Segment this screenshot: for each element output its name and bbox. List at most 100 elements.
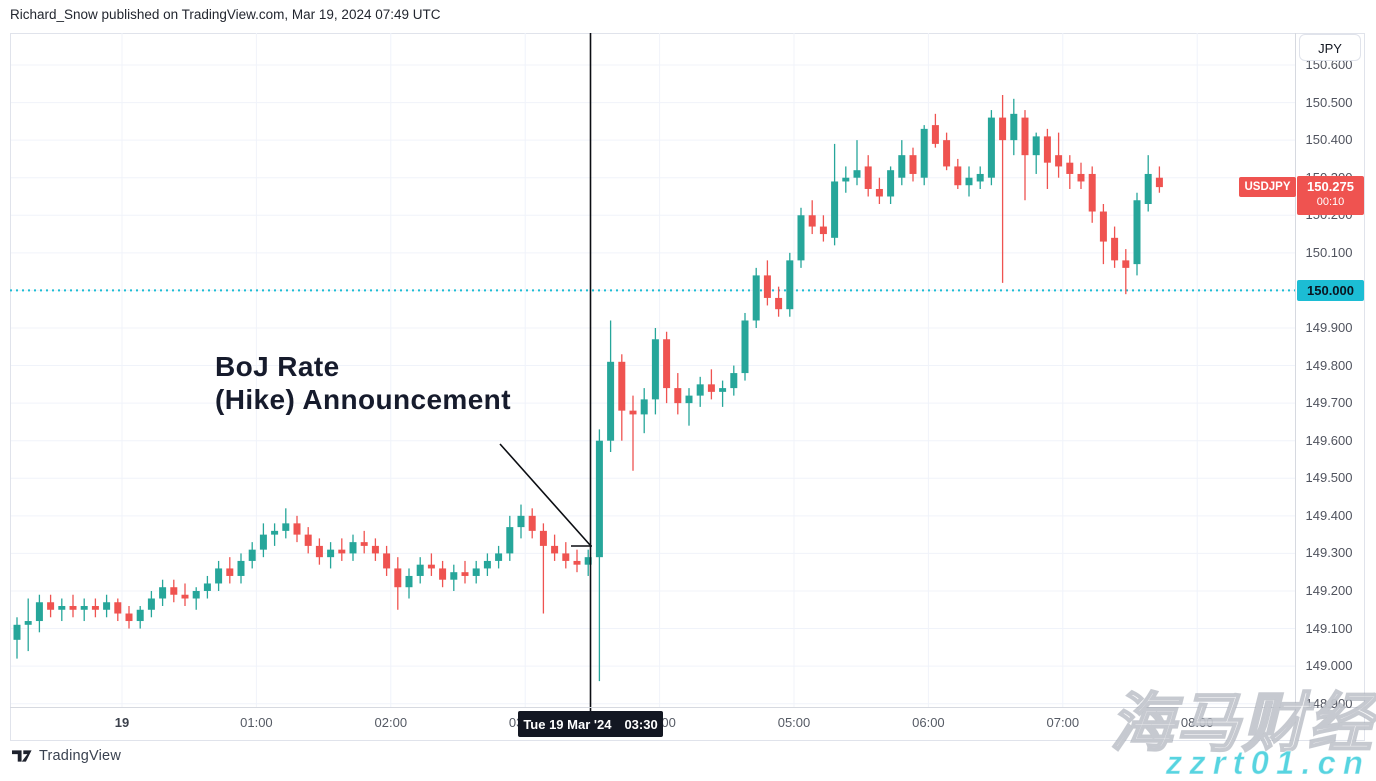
tradingview-logo-icon — [12, 750, 32, 762]
candlestick — [685, 395, 693, 404]
price-axis-label: 149.800 — [1305, 357, 1353, 373]
candlestick — [1133, 200, 1141, 265]
candlestick — [898, 155, 906, 178]
candlestick — [1043, 136, 1051, 163]
candlestick — [775, 297, 783, 310]
candlestick — [13, 624, 21, 640]
candlestick — [618, 361, 626, 411]
candlestick — [91, 606, 99, 610]
time-axis-label: 01:00 — [240, 715, 273, 730]
watermark-url: zzrt01.cn — [1165, 744, 1370, 781]
candlestick — [831, 181, 839, 238]
candlestick — [506, 527, 514, 554]
price-axis-label: 149.100 — [1305, 620, 1353, 636]
candlestick — [763, 275, 771, 298]
price-axis-label: 149.600 — [1305, 432, 1353, 448]
candlestick — [864, 166, 872, 189]
candlestick — [595, 440, 603, 558]
candlestick — [304, 534, 312, 546]
time-axis-label: 02:00 — [374, 715, 408, 730]
publication-note: Richard_Snow published on TradingView.co… — [10, 7, 441, 22]
candlestick — [69, 606, 77, 610]
time-axis-label: 06:00 — [912, 715, 945, 730]
candlestick — [640, 399, 648, 415]
last-price-value: 150.275 — [1307, 179, 1354, 194]
candlestick — [483, 560, 491, 569]
candlestick — [461, 572, 469, 576]
annotation-line2: (Hike) Announcement — [215, 384, 511, 415]
candlestick — [170, 587, 178, 595]
candlestick — [853, 170, 861, 178]
candlestick — [786, 260, 794, 310]
candlestick — [584, 557, 592, 565]
candlestick — [248, 549, 256, 561]
tradingview-logo[interactable]: TradingView — [12, 748, 121, 764]
candlestick — [730, 373, 738, 389]
candlestick — [394, 568, 402, 588]
candlestick — [192, 590, 200, 599]
candlestick — [943, 140, 951, 167]
candlestick — [1010, 113, 1018, 141]
candlestick — [528, 515, 536, 531]
candlestick — [987, 117, 995, 178]
candlestick — [752, 275, 760, 321]
candlestick — [405, 575, 413, 588]
candlestick — [181, 594, 189, 599]
candlestick — [215, 568, 223, 584]
currency-unit-button[interactable]: JPY — [1299, 34, 1361, 61]
candlestick — [103, 602, 111, 610]
candlestick — [517, 515, 525, 528]
price-axis-label: 148.900 — [1305, 695, 1353, 711]
candlestick-chart[interactable] — [10, 33, 1366, 741]
annotation-line1: BoJ Rate — [215, 351, 340, 382]
candlestick — [1122, 260, 1130, 268]
tooltip-time: 03:30 — [624, 716, 658, 732]
candlestick — [58, 606, 66, 610]
price-axis-label: 149.000 — [1305, 658, 1353, 674]
price-axis-label: 150.400 — [1305, 132, 1353, 148]
symbol-price-label: USDJPY — [1239, 177, 1296, 197]
candlestick — [1021, 117, 1029, 156]
candlestick — [427, 564, 435, 569]
candlestick — [147, 598, 155, 610]
candlestick — [203, 583, 211, 591]
candlestick — [663, 339, 671, 389]
chart-annotation: BoJ Rate (Hike) Announcement — [215, 350, 511, 416]
candlestick — [696, 384, 704, 396]
candlestick — [629, 410, 637, 415]
candlestick — [159, 587, 167, 599]
bar-countdown: 00:10 — [1316, 196, 1345, 208]
candlestick — [1144, 173, 1152, 205]
time-axis-label: 07:00 — [1046, 715, 1080, 730]
crosshair-time-tooltip: Tue 19 Mar '24 03:30 — [518, 711, 663, 737]
candlestick — [1099, 211, 1107, 242]
candlestick — [551, 545, 559, 554]
candlestick — [562, 553, 570, 561]
candlestick — [954, 166, 962, 186]
candlestick — [674, 388, 682, 404]
candlestick — [797, 215, 805, 261]
candlestick — [293, 523, 301, 535]
candlestick — [931, 125, 939, 144]
candlestick — [741, 320, 749, 374]
tradingview-logo-text: TradingView — [39, 748, 121, 764]
time-axis-label: 08:00 — [1180, 715, 1214, 730]
candlestick — [282, 523, 290, 531]
candlestick — [909, 155, 917, 174]
candlestick — [472, 568, 480, 576]
price-axis-label: 149.700 — [1305, 395, 1353, 411]
candlestick — [1155, 177, 1163, 188]
candlestick — [349, 542, 357, 554]
candlestick — [315, 545, 323, 558]
chart-widget-frame — [10, 33, 1365, 741]
candlestick — [976, 173, 984, 182]
candlestick — [819, 226, 827, 235]
tooltip-date: Tue 19 Mar '24 — [523, 716, 612, 732]
candlestick — [416, 564, 424, 576]
candlestick — [539, 530, 547, 546]
price-axis[interactable]: 150.600150.500150.400150.300150.200150.1… — [1296, 33, 1366, 741]
candlestick — [125, 613, 133, 622]
time-axis-label: 19 — [114, 715, 130, 730]
price-level-badge: 150.000 — [1297, 280, 1364, 301]
candlestick — [439, 568, 447, 580]
